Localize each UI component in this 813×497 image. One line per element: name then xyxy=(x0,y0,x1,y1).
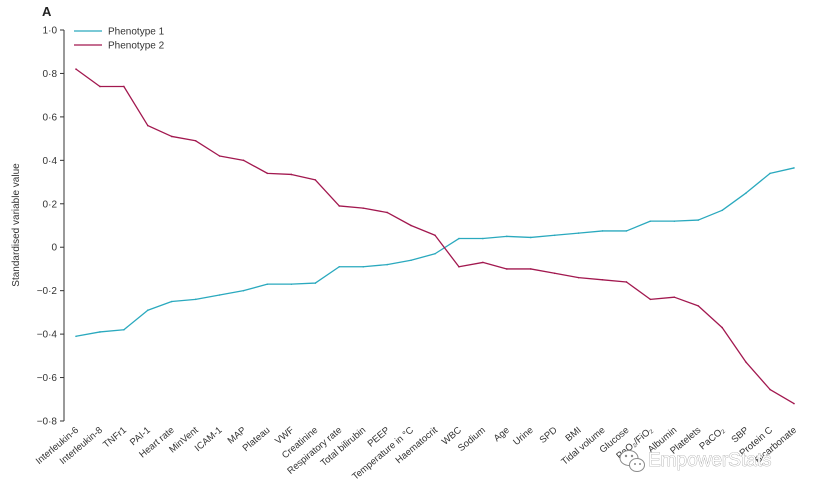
legend-label-phenotype-1: Phenotype 1 xyxy=(108,27,165,38)
data-point-phenotype-2-pai-1 xyxy=(147,124,149,127)
x-tick-label-tnfr1: TNFr1 xyxy=(101,425,129,451)
y-tick-label: 0·6 xyxy=(43,112,58,123)
data-point-phenotype-1-sodium xyxy=(482,237,484,240)
data-point-phenotype-1-plateau xyxy=(266,283,269,285)
legend: Phenotype 1 Phenotype 2 xyxy=(74,27,165,52)
data-point-phenotype-2-interleukin-8 xyxy=(99,85,101,88)
data-point-phenotype-2-minvent xyxy=(194,139,197,142)
y-tick-label: −0·6 xyxy=(37,373,58,384)
data-point-phenotype-1-spd xyxy=(553,234,556,237)
data-point-phenotype-2-pao-fio xyxy=(649,298,652,301)
x-tick-label-icam-1: ICAM-1 xyxy=(193,425,225,454)
series-line-phenotype-1 xyxy=(75,167,795,337)
data-point-phenotype-1-interleukin-6 xyxy=(75,335,77,338)
y-tick-label: −0·2 xyxy=(37,286,58,297)
data-point-phenotype-2-tnfr1 xyxy=(123,85,125,88)
data-point-phenotype-2-paco xyxy=(721,326,723,329)
data-point-phenotype-1-glucose xyxy=(625,230,628,232)
data-point-phenotype-1-pai-1 xyxy=(147,309,149,312)
data-point-phenotype-1-minvent xyxy=(194,298,197,301)
y-axis-title: Standardised variable value xyxy=(11,163,22,287)
data-point-phenotype-2-vwf xyxy=(290,173,293,176)
wechat-icon xyxy=(619,450,645,472)
data-point-phenotype-2-creatinine xyxy=(314,179,317,181)
x-tick-label-paco: PaCO₂ xyxy=(697,425,727,453)
y-tick-label: 0·2 xyxy=(43,199,58,210)
x-tick-label-age: Age xyxy=(492,425,512,444)
series-line-phenotype-2 xyxy=(75,68,795,405)
data-point-phenotype-1-temperature-in-c xyxy=(410,259,412,262)
data-point-phenotype-2-glucose xyxy=(625,281,628,283)
data-point-phenotype-1-icam-1 xyxy=(218,294,221,296)
data-point-phenotype-1-vwf xyxy=(290,283,293,285)
data-point-phenotype-2-bicarbonate xyxy=(793,402,795,405)
data-point-phenotype-2-protein-c xyxy=(769,388,771,391)
data-point-phenotype-1-tidal-volume xyxy=(601,230,604,232)
data-point-phenotype-1-map xyxy=(242,289,245,292)
data-point-phenotype-2-total-bilirubin xyxy=(362,207,365,209)
data-point-phenotype-2-heart-rate xyxy=(170,135,173,138)
data-point-phenotype-2-respiratory-rate xyxy=(338,205,341,207)
data-point-phenotype-2-plateau xyxy=(266,172,269,175)
data-point-phenotype-1-interleukin-8 xyxy=(99,331,101,333)
data-point-phenotype-1-sbp xyxy=(745,192,747,194)
y-tick-label: 1·0 xyxy=(43,26,58,37)
data-point-phenotype-2-peep xyxy=(386,211,388,214)
data-point-phenotype-2-platelets xyxy=(697,305,700,307)
data-point-phenotype-2-albumin xyxy=(673,296,676,298)
data-point-phenotype-2-spd xyxy=(553,272,556,275)
data-point-phenotype-1-pao-fio xyxy=(649,220,652,222)
x-tick-label-sodium: Sodium xyxy=(456,425,488,454)
watermark: EmpowerStats xyxy=(619,450,772,472)
panel-label: A xyxy=(42,4,52,19)
data-point-phenotype-1-tnfr1 xyxy=(123,328,125,331)
series-layer xyxy=(75,68,795,405)
data-point-phenotype-2-haematocrit xyxy=(434,234,436,237)
y-tick-label: 0·4 xyxy=(43,156,58,167)
data-point-phenotype-2-sodium xyxy=(482,261,484,264)
data-point-phenotype-1-protein-c xyxy=(769,172,771,175)
data-point-phenotype-1-peep xyxy=(386,263,388,266)
data-point-phenotype-1-respiratory-rate xyxy=(338,265,341,268)
y-tick-label: 0 xyxy=(51,243,57,254)
data-point-phenotype-2-tidal-volume xyxy=(601,279,604,281)
y-tick-label: −0·4 xyxy=(37,330,58,341)
data-point-phenotype-1-creatinine xyxy=(314,282,317,284)
data-point-phenotype-2-bmi xyxy=(577,276,580,279)
data-point-phenotype-1-bmi xyxy=(577,232,580,234)
data-point-phenotype-2-interleukin-6 xyxy=(75,68,77,70)
data-point-phenotype-2-map xyxy=(242,159,245,162)
data-point-phenotype-1-wbc xyxy=(458,237,460,240)
y-axis-ticks: 1·0 0·8 0·6 0·4 0·2 0 −0·2 −0·4 −0·6 −0·8 xyxy=(37,26,64,428)
data-point-phenotype-2-urine xyxy=(529,268,532,270)
data-point-phenotype-2-age xyxy=(506,268,508,270)
data-point-phenotype-2-icam-1 xyxy=(218,155,221,157)
data-point-phenotype-1-albumin xyxy=(673,220,676,222)
x-tick-label-plateau: Plateau xyxy=(241,425,273,454)
legend-label-phenotype-2: Phenotype 2 xyxy=(108,41,165,52)
data-point-phenotype-1-paco xyxy=(721,209,723,212)
data-point-phenotype-1-platelets xyxy=(697,219,700,221)
watermark-text: EmpowerStats xyxy=(648,450,772,471)
data-point-phenotype-1-urine xyxy=(529,236,532,239)
data-point-phenotype-1-haematocrit xyxy=(434,252,436,255)
data-point-phenotype-2-temperature-in-c xyxy=(410,224,412,227)
data-point-phenotype-2-sbp xyxy=(745,361,747,364)
x-tick-label-urine: Urine xyxy=(511,425,535,448)
data-point-phenotype-1-total-bilirubin xyxy=(362,265,365,268)
y-tick-label: −0·8 xyxy=(37,417,58,428)
data-point-phenotype-1-bicarbonate xyxy=(793,167,795,169)
x-tick-label-spd: SPD xyxy=(538,425,560,446)
data-point-phenotype-1-age xyxy=(506,235,508,238)
data-point-phenotype-2-wbc xyxy=(458,265,460,268)
data-point-phenotype-1-heart-rate xyxy=(170,300,173,303)
y-tick-label: 0·8 xyxy=(43,69,58,80)
